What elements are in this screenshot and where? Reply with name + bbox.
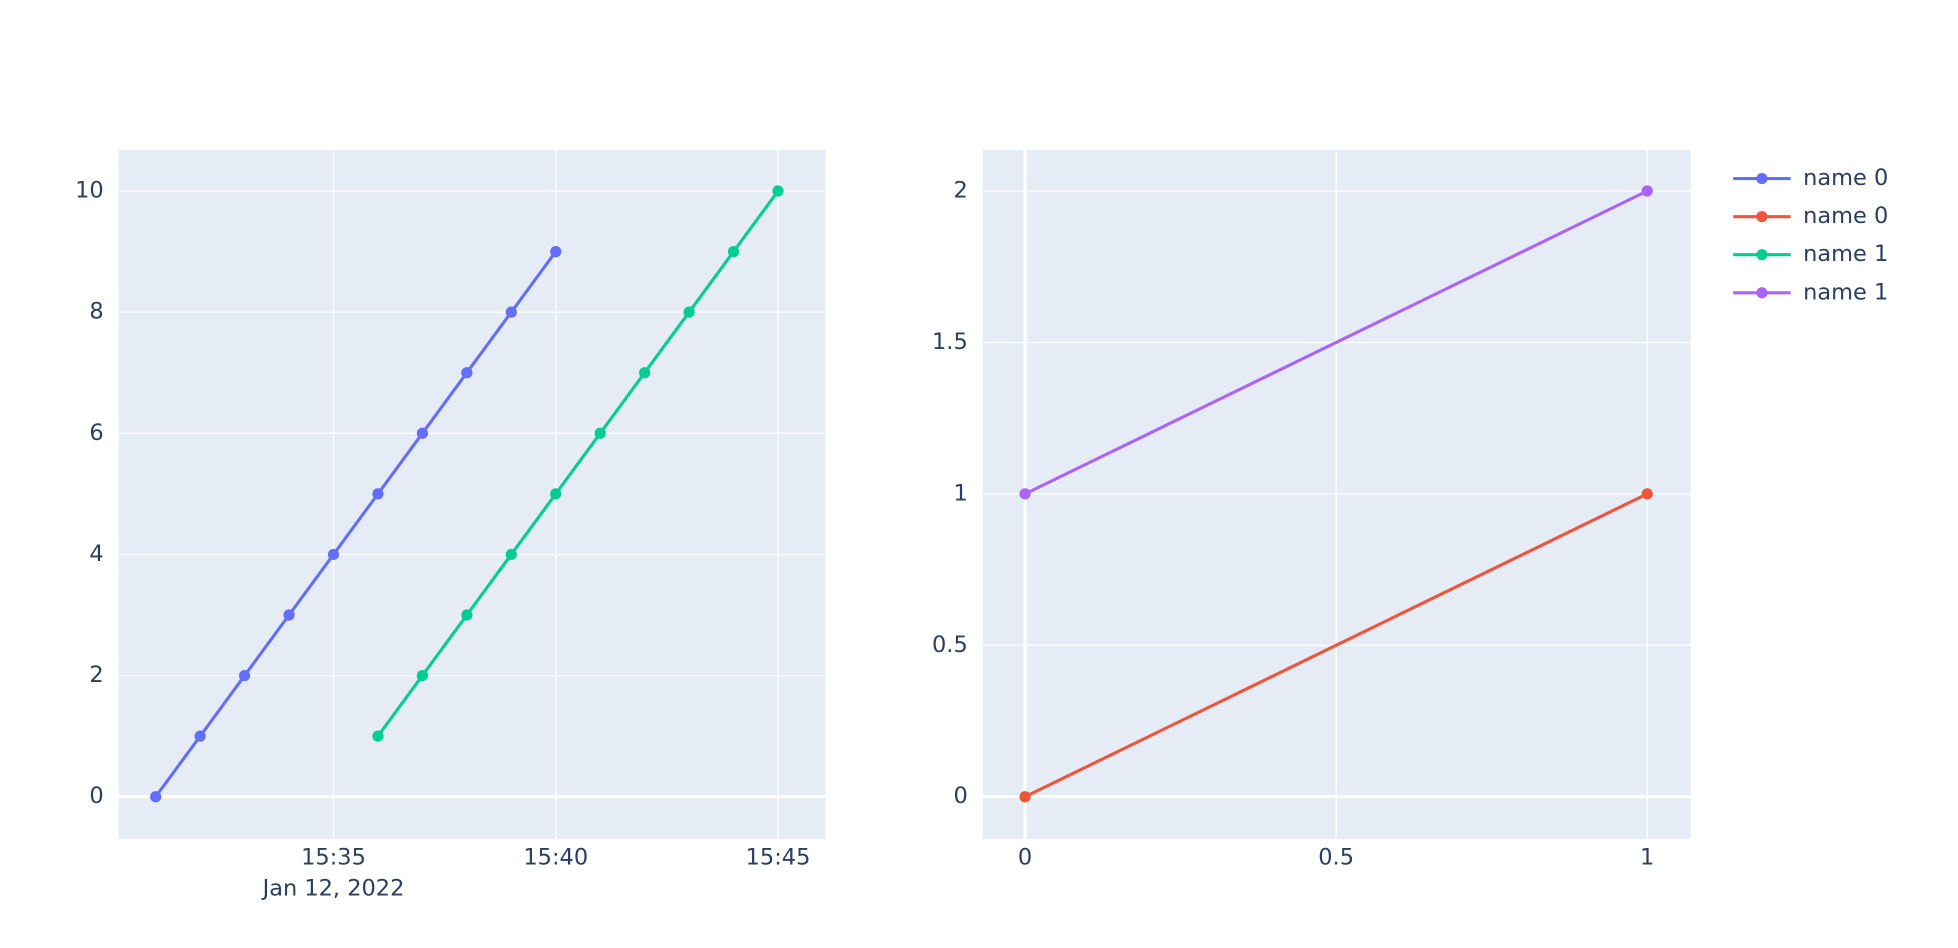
series-line: [1024, 492, 1648, 799]
y-tick-label: 4: [89, 541, 103, 567]
y-tick-label: 2: [953, 178, 967, 204]
y-tick-label: 2: [89, 662, 103, 688]
x-tick-label: 15:45: [746, 844, 811, 870]
series-line: [154, 250, 558, 798]
series-line: [1024, 189, 1648, 496]
data-point: [1641, 185, 1653, 197]
data-point: [1019, 791, 1031, 803]
data-point: [727, 245, 740, 258]
y-tick-label: 6: [89, 420, 103, 446]
y-tick-label: 0: [953, 783, 967, 809]
legend-marker: [1756, 211, 1768, 223]
y-tick-label: 0: [89, 783, 103, 809]
data-point: [505, 548, 517, 561]
legend-label: name 0: [1803, 165, 1888, 191]
x-date-label: Jan 12, 2022: [261, 876, 405, 902]
y-tick-label: 8: [89, 299, 103, 325]
data-point: [1641, 488, 1653, 500]
x-tick-label: 0: [1018, 844, 1032, 870]
y-tick-label: 1.5: [932, 329, 968, 355]
x-tick-label: 15:35: [301, 844, 366, 870]
legend-label: name 1: [1803, 241, 1888, 267]
series-line: [376, 190, 780, 738]
data-point: [639, 367, 651, 379]
data-point: [505, 306, 517, 318]
legend-marker: [1756, 287, 1768, 299]
data-point: [594, 427, 606, 439]
data-point: [150, 791, 162, 803]
data-point: [461, 609, 473, 621]
x-tick-label: 0.5: [1318, 844, 1354, 870]
legend-marker: [1756, 249, 1768, 261]
legend-marker: [1756, 172, 1768, 185]
data-point: [772, 185, 784, 197]
y-tick-label: 0.5: [932, 632, 968, 658]
y-tick-label: 10: [75, 178, 104, 204]
y-tick-label: 1: [953, 480, 967, 506]
data-point: [327, 548, 340, 561]
data-point: [283, 609, 295, 621]
data-point: [372, 730, 384, 742]
x-tick-label: 1: [1640, 844, 1654, 870]
data-point: [550, 488, 562, 500]
data-point: [550, 245, 562, 258]
data-point: [461, 367, 473, 379]
data-point: [1019, 488, 1031, 500]
data-point: [194, 730, 206, 742]
data-point: [372, 488, 384, 500]
data-point: [416, 669, 429, 682]
data-point: [416, 427, 429, 439]
legend-label: name 1: [1803, 279, 1888, 305]
legend-label: name 0: [1803, 203, 1888, 229]
plot-area: [118, 149, 826, 840]
x-tick-label: 15:40: [523, 844, 588, 870]
data-point: [683, 306, 695, 318]
data-point: [238, 669, 251, 682]
